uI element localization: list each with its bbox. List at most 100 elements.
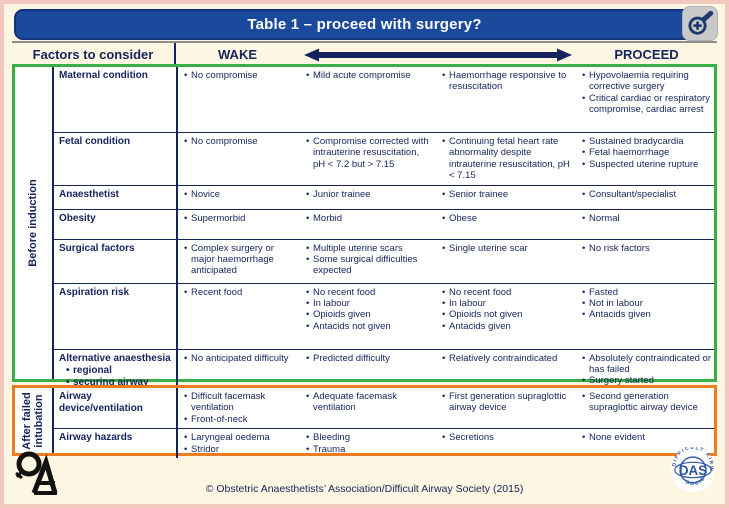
das-logo-icon: DIFFICULT AIRWAY SOCIETY DAS bbox=[670, 447, 716, 493]
bullet-item: Suspected uterine rupture bbox=[582, 159, 711, 171]
bullet-item: Supermorbid bbox=[184, 213, 297, 225]
factor-label: Obesity bbox=[54, 209, 178, 239]
table-row: Anaesthetist Novice Junior trainee Senior t… bbox=[54, 185, 714, 210]
bullet-item: No compromise bbox=[184, 136, 297, 148]
table-row: Fetal condition No compromise Compromise c… bbox=[54, 133, 714, 186]
table-cell: First generation supraglottic airway dev… bbox=[436, 388, 576, 428]
bullet-item: Some surgical difficulties expected bbox=[306, 254, 433, 277]
table-cell: Junior trainee bbox=[300, 186, 436, 209]
bullet-item: Morbid bbox=[306, 213, 433, 225]
factor-label: Surgical factors bbox=[54, 239, 178, 283]
factor-label: Airway hazards bbox=[54, 429, 178, 458]
section-rows: Airway device/ventilationDifficult facem… bbox=[54, 388, 714, 458]
bullet-item: Critical cardiac or respiratory compromi… bbox=[582, 93, 711, 116]
table-cell: Senior trainee bbox=[436, 186, 576, 209]
bullet-item: Stridor bbox=[184, 444, 297, 456]
bullet-item: In labour bbox=[442, 298, 573, 310]
table-cell: Difficult facemask ventilationFront-of-n… bbox=[178, 388, 300, 428]
table-row: Surgical factorsComplex surgery or major… bbox=[54, 239, 714, 284]
bullet-item: Recent food bbox=[184, 287, 297, 299]
table-cell: Haemorrhage responsive to resuscitation bbox=[436, 67, 576, 132]
bullet-item: Not in labour bbox=[582, 298, 711, 310]
table-cell: FastedNot in labourAntacids given bbox=[576, 284, 714, 349]
factor-label: Fetal condition bbox=[54, 133, 178, 185]
bullet-item: Obese bbox=[442, 213, 573, 225]
section-label: After failed intubation bbox=[20, 391, 45, 450]
section-label-cell: After failed intubation bbox=[15, 388, 54, 453]
bullet-item: No risk factors bbox=[582, 243, 711, 255]
bullet-item: Normal bbox=[582, 213, 711, 225]
table-cell: No anticipated difficulty bbox=[178, 350, 300, 404]
bullet-item: Absolutely contraindicated or has failed bbox=[582, 353, 711, 376]
bullet-item: Adequate facemask ventilation bbox=[306, 391, 433, 414]
bullet-item: Hypovolaemia requiring corrective surger… bbox=[582, 70, 711, 93]
table-row: Aspiration riskRecent foodNo recent food… bbox=[54, 283, 714, 350]
table-cell: Mild acute compromise bbox=[300, 67, 436, 132]
bullet-item: Haemorrhage responsive to resuscitation bbox=[442, 70, 573, 93]
bullet-item: Mild acute compromise bbox=[306, 70, 433, 82]
table-cell: Novice bbox=[178, 186, 300, 209]
bullet-item: Novice bbox=[184, 189, 297, 201]
section-rows: Maternal condition No compromise Mild acut… bbox=[54, 67, 714, 404]
table-cell: Sustained bradycardiaFetal haemorrhageSu… bbox=[576, 133, 714, 185]
header-factors: Factors to consider bbox=[12, 43, 176, 66]
bullet-item: Difficult facemask ventilation bbox=[184, 391, 297, 414]
table-cell: Adequate facemask ventilation bbox=[300, 388, 436, 428]
table-cell: Single uterine scar bbox=[436, 240, 576, 283]
header-proceed: PROCEED bbox=[614, 47, 679, 62]
bullet-item: Predicted difficulty bbox=[306, 353, 433, 365]
bullet-item: No anticipated difficulty bbox=[184, 353, 297, 365]
table-cell: Continuing fetal heart rate abnormality … bbox=[436, 133, 576, 185]
bullet-item: Continuing fetal heart rate abnormality … bbox=[442, 136, 573, 182]
bullet-item: Junior trainee bbox=[306, 189, 433, 201]
table-row: Maternal condition No compromise Mild acut… bbox=[54, 67, 714, 133]
bullet-item: No compromise bbox=[184, 70, 297, 82]
section-label-cell: Before induction bbox=[15, 67, 54, 379]
bullet-item: Consultant/specialist bbox=[582, 189, 711, 201]
bullet-item: Sustained bradycardia bbox=[582, 136, 711, 148]
table-cell: Laryngeal oedemaStridor bbox=[178, 429, 300, 458]
table-cell: No compromise bbox=[178, 67, 300, 132]
bullet-item: Senior trainee bbox=[442, 189, 573, 201]
table-row: Obesity Supermorbid Morbid Obese Normal bbox=[54, 209, 714, 240]
table-cell: Absolutely contraindicated or has failed… bbox=[576, 350, 714, 404]
table-cell: Multiple uterine scarsSome surgical diff… bbox=[300, 240, 436, 283]
bullet-item: Opioids not given bbox=[442, 309, 573, 321]
page-title: Table 1 – proceed with surgery? bbox=[247, 16, 482, 33]
bullet-item: Laryngeal oedema bbox=[184, 432, 297, 444]
table-cell: No recent foodIn labourOpioids givenAnta… bbox=[300, 284, 436, 349]
table-cell: No recent foodIn labourOpioids not given… bbox=[436, 284, 576, 349]
bullet-item: Antacids given bbox=[442, 321, 573, 333]
oaa-logo-icon bbox=[15, 451, 58, 495]
bullet-item: Opioids given bbox=[306, 309, 433, 321]
bullet-item: Secretions bbox=[442, 432, 573, 444]
table-cell: Morbid bbox=[300, 210, 436, 239]
bullet-item: Antacids not given bbox=[306, 321, 433, 333]
bullet-item: Complex surgery or major haemorrhage ant… bbox=[184, 243, 297, 277]
bullet-item: In labour bbox=[306, 298, 433, 310]
table-cell: Normal bbox=[576, 210, 714, 239]
bullet-item: Relatively contraindicated bbox=[442, 353, 573, 365]
factor-label: Aspiration risk bbox=[54, 283, 178, 349]
table-row: Airway hazardsLaryngeal oedemaStridorBle… bbox=[54, 429, 714, 458]
bullet-item: Front-of-neck bbox=[184, 414, 297, 426]
table-row: Airway device/ventilationDifficult facem… bbox=[54, 388, 714, 430]
table-cell: Relatively contraindicated bbox=[436, 350, 576, 404]
factor-label: Maternal condition bbox=[54, 67, 178, 132]
bullet-item: Single uterine scar bbox=[442, 243, 573, 255]
das-label: DAS bbox=[679, 463, 707, 478]
table-cell: Compromise corrected with intrauterine r… bbox=[300, 133, 436, 185]
bullet-item: Fasted bbox=[582, 287, 711, 299]
table-cell: BleedingTrauma bbox=[300, 429, 436, 458]
magnifier-plus-icon bbox=[688, 10, 714, 35]
bullet-item: Trauma bbox=[306, 444, 433, 456]
bullet-item: No recent food bbox=[442, 287, 573, 299]
table-cell: Second generation supraglottic airway de… bbox=[576, 388, 714, 428]
factor-sublabel: regional bbox=[59, 365, 173, 377]
bullet-item: Multiple uterine scars bbox=[306, 243, 433, 255]
zoom-in-button[interactable] bbox=[682, 6, 718, 41]
bullet-item: Antacids given bbox=[582, 309, 711, 321]
table-cell: Complex surgery or major haemorrhage ant… bbox=[178, 240, 300, 283]
bullet-item: Fetal haemorrhage bbox=[582, 147, 711, 159]
wake-proceed-spectrum-arrow-icon bbox=[299, 48, 576, 62]
